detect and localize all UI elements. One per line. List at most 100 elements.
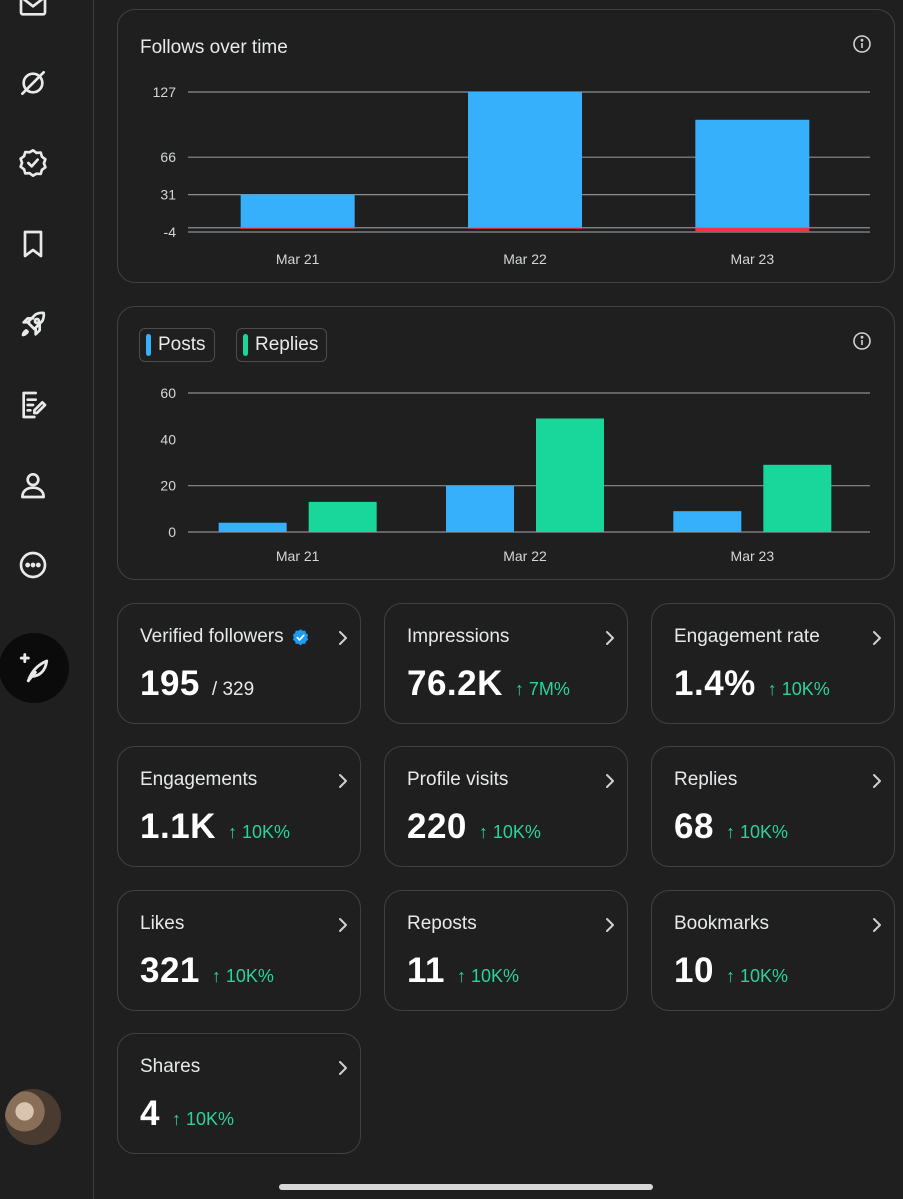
chevron-right-icon bbox=[336, 915, 350, 935]
stat-label: Reposts bbox=[407, 913, 477, 934]
y-tick-label: 66 bbox=[160, 149, 176, 165]
chevron-right-icon bbox=[336, 771, 350, 791]
stat-value: 195 bbox=[140, 664, 200, 703]
stat-total: / 329 bbox=[211, 679, 255, 700]
stat-change: ↑ 10K% bbox=[725, 822, 788, 842]
stat-value: 1.4% bbox=[674, 664, 756, 703]
follows-chart-card: Follows over time 127 66 31 -4 Mar 21 Mar 22 M… bbox=[117, 9, 895, 283]
replies-bar bbox=[763, 464, 832, 532]
posts-bar bbox=[446, 485, 514, 532]
stat-card-engagements[interactable]: Engagements 1.1K ↑ 10K% bbox=[117, 746, 361, 867]
stat-change: ↑ 10K% bbox=[478, 822, 541, 842]
rocket-icon[interactable] bbox=[14, 306, 52, 344]
stat-card-shares[interactable]: Shares 4 ↑ 10K% bbox=[117, 1033, 361, 1154]
posts-bar bbox=[218, 522, 287, 532]
stat-value: 10 bbox=[674, 951, 714, 990]
profile-icon[interactable] bbox=[14, 466, 52, 504]
verified-badge-icon bbox=[292, 628, 308, 645]
y-tick-label: -4 bbox=[164, 224, 177, 240]
stat-label: Likes bbox=[140, 913, 185, 934]
posts-chart-card: 60 40 20 0 Mar 21 Mar 22 Mar 23 bbox=[117, 306, 895, 580]
chevron-right-icon bbox=[603, 628, 617, 648]
replies-bar bbox=[308, 501, 377, 532]
stat-card-bookmarks[interactable]: Bookmarks 10 ↑ 10K% bbox=[651, 890, 895, 1011]
stat-card-reposts[interactable]: Reposts 11 ↑ 10K% bbox=[384, 890, 628, 1011]
stat-value: 68 bbox=[674, 807, 714, 846]
stat-label: Engagement rate bbox=[674, 626, 820, 647]
sidebar bbox=[0, 0, 94, 1199]
stat-change: ↑ 10K% bbox=[767, 679, 830, 699]
posts-chart: 60 40 20 0 Mar 21 Mar 22 Mar 23 bbox=[160, 385, 870, 564]
x-tick-label: Mar 22 bbox=[503, 251, 547, 267]
x-tick-label: Mar 21 bbox=[276, 251, 320, 267]
stat-value: 1.1K bbox=[140, 807, 216, 846]
stat-value: 76.2K bbox=[407, 664, 503, 703]
chevron-right-icon bbox=[870, 771, 884, 791]
y-tick-label: 127 bbox=[153, 84, 177, 100]
replies-bar bbox=[536, 418, 604, 532]
unfollows-bar bbox=[468, 227, 582, 229]
y-tick-label: 20 bbox=[160, 478, 176, 494]
compose-post-icon bbox=[19, 653, 49, 683]
stat-change: ↑ 10K% bbox=[171, 1109, 235, 1129]
chevron-right-icon bbox=[870, 628, 884, 648]
stat-change: ↑ 10K% bbox=[725, 966, 788, 986]
legend-posts-toggle[interactable]: Posts bbox=[139, 328, 215, 362]
stat-card-likes[interactable]: Likes 321 ↑ 10K% bbox=[117, 890, 361, 1011]
stat-label: Impressions bbox=[407, 626, 510, 647]
stat-card-verified-followers[interactable]: Verified followers 195 / 329 bbox=[117, 603, 361, 724]
replies-swatch bbox=[243, 334, 248, 356]
chevron-right-icon bbox=[603, 915, 617, 935]
y-tick-label: 0 bbox=[168, 524, 176, 540]
x-tick-label: Mar 23 bbox=[731, 548, 775, 564]
stat-change: ↑ 10K% bbox=[227, 822, 290, 842]
compose-post-button[interactable] bbox=[0, 633, 69, 703]
more-icon[interactable] bbox=[14, 546, 52, 584]
stat-label: Verified followers bbox=[140, 626, 284, 647]
grok-icon[interactable] bbox=[14, 64, 52, 102]
follows-bar bbox=[240, 194, 355, 228]
avatar[interactable] bbox=[5, 1089, 61, 1145]
unfollows-bar bbox=[240, 227, 355, 229]
legend-replies-toggle[interactable]: Replies bbox=[236, 328, 328, 362]
info-icon[interactable] bbox=[852, 34, 872, 54]
edit-note-icon[interactable] bbox=[14, 386, 52, 424]
bookmark-icon[interactable] bbox=[14, 225, 52, 263]
stat-value: 321 bbox=[140, 951, 200, 990]
x-tick-label: Mar 23 bbox=[731, 251, 775, 267]
mail-icon[interactable] bbox=[14, 0, 52, 24]
unfollows-bar bbox=[695, 227, 810, 232]
stat-card-engagement-rate[interactable]: Engagement rate 1.4% ↑ 10K% bbox=[651, 603, 895, 724]
home-indicator bbox=[279, 1184, 653, 1190]
chevron-right-icon bbox=[870, 915, 884, 935]
posts-bar bbox=[673, 511, 742, 532]
y-tick-label: 40 bbox=[160, 431, 176, 447]
legend-replies-label: Replies bbox=[255, 334, 319, 355]
y-tick-label: 31 bbox=[160, 187, 176, 203]
stat-card-impressions[interactable]: Impressions 76.2K ↑ 7M% bbox=[384, 603, 628, 724]
follows-chart: 127 66 31 -4 Mar 21 Mar 22 Mar 23 bbox=[153, 84, 870, 267]
x-tick-label: Mar 21 bbox=[276, 548, 320, 564]
chevron-right-icon bbox=[336, 1058, 350, 1078]
info-icon[interactable] bbox=[852, 331, 872, 351]
stat-card-profile-visits[interactable]: Profile visits 220 ↑ 10K% bbox=[384, 746, 628, 867]
stat-value: 4 bbox=[140, 1094, 160, 1133]
stat-label: Bookmarks bbox=[674, 913, 770, 934]
chevron-right-icon bbox=[336, 628, 350, 648]
stat-value: 220 bbox=[407, 807, 467, 846]
stat-label: Profile visits bbox=[407, 769, 509, 790]
chevron-right-icon bbox=[603, 771, 617, 791]
stat-label: Shares bbox=[140, 1056, 201, 1077]
stat-label: Replies bbox=[674, 769, 738, 790]
follows-bar bbox=[468, 92, 582, 228]
stat-card-replies[interactable]: Replies 68 ↑ 10K% bbox=[651, 746, 895, 867]
stat-change: ↑ 10K% bbox=[457, 966, 520, 986]
follows-bar bbox=[695, 119, 810, 228]
stat-value: 11 bbox=[407, 951, 445, 990]
stat-change: ↑ 7M% bbox=[514, 679, 570, 699]
stat-label: Engagements bbox=[140, 769, 258, 790]
verified-badge-icon[interactable] bbox=[14, 144, 52, 182]
posts-swatch bbox=[146, 334, 151, 356]
y-tick-label: 60 bbox=[160, 385, 176, 401]
follows-chart-title: Follows over time bbox=[140, 37, 288, 58]
